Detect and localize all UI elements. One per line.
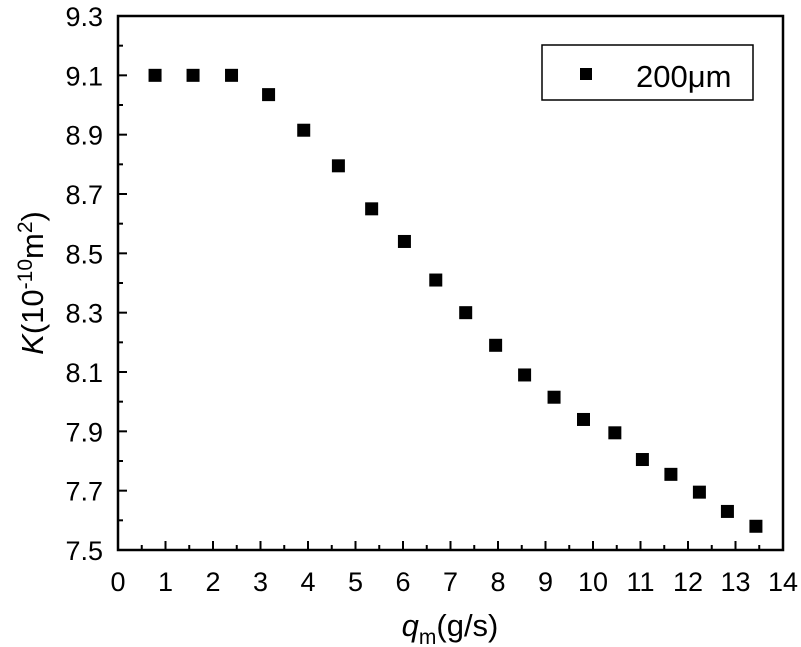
data-point — [547, 390, 561, 404]
data-point — [692, 485, 706, 499]
data-point — [489, 338, 503, 352]
x-tick-label: 8 — [490, 567, 505, 597]
x-tick-label: 9 — [538, 567, 553, 597]
y-tick-label: 8.5 — [65, 239, 103, 269]
y-tick-label: 8.3 — [65, 299, 103, 329]
data-point — [148, 68, 162, 82]
data-point — [397, 234, 411, 248]
data-point — [720, 504, 734, 518]
y-axis-ticks: 7.5 7.7 7.9 8.1 8.3 8.5 8.7 8.9 9.1 9.3 — [65, 2, 127, 566]
y-tick-label: 8.7 — [65, 180, 103, 210]
x-tick-label: 11 — [626, 567, 654, 597]
data-point — [429, 273, 443, 287]
x-tick-label: 13 — [720, 567, 750, 597]
x-tick-label: 6 — [395, 567, 410, 597]
x-axis-ticks: 0 1 2 3 4 5 6 7 8 9 10 11 12 13 14 — [110, 541, 798, 597]
data-point — [365, 202, 379, 216]
y-axis-title: K(10-10m2) — [14, 211, 50, 355]
data-point — [225, 68, 239, 82]
data-point — [749, 519, 763, 533]
x-tick-label: 10 — [578, 567, 608, 597]
x-axis-title: qm(g/s) — [402, 608, 499, 647]
x-tick-label: 4 — [300, 567, 315, 597]
x-tick-label: 2 — [205, 567, 220, 597]
data-point — [297, 123, 311, 137]
x-tick-label: 0 — [110, 567, 125, 597]
legend-label: 200μm — [636, 59, 731, 94]
y-tick-label: 7.9 — [65, 417, 103, 447]
data-point — [262, 88, 276, 102]
data-point — [518, 368, 532, 382]
data-point — [186, 68, 200, 82]
y-tick-label: 8.9 — [65, 121, 103, 151]
y-tick-label: 7.7 — [65, 477, 103, 507]
data-point — [459, 306, 473, 320]
series-200um — [148, 68, 763, 533]
x-tick-label: 5 — [348, 567, 363, 597]
data-point — [608, 426, 622, 440]
legend-box — [541, 44, 754, 101]
x-tick-label: 1 — [158, 567, 173, 597]
data-point — [331, 159, 345, 173]
y-tick-label: 8.1 — [65, 358, 103, 388]
y-tick-label: 9.3 — [65, 2, 103, 32]
y-tick-label: 7.5 — [65, 536, 103, 566]
legend-marker — [580, 68, 592, 80]
y-tick-label: 9.1 — [65, 61, 103, 91]
x-tick-label: 14 — [768, 567, 798, 597]
data-point — [635, 453, 649, 467]
x-tick-label: 7 — [443, 567, 458, 597]
x-tick-label: 3 — [253, 567, 268, 597]
data-point — [664, 467, 678, 481]
x-tick-label: 12 — [673, 567, 703, 597]
legend: 200μm — [541, 44, 754, 101]
data-point — [577, 412, 590, 426]
